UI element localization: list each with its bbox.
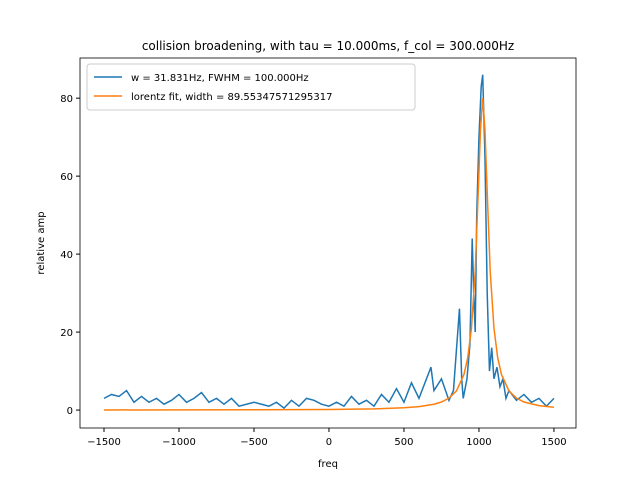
plot-frame (79, 57, 577, 429)
y-tick-label: 0 (67, 406, 73, 417)
legend-label: lorentz fit, width = 89.55347571295317 (131, 92, 332, 103)
line-series (103, 98, 555, 411)
y-tick-label: 60 (60, 172, 73, 183)
y-tick-label: 20 (60, 328, 73, 339)
x-tick-label: 0 (326, 437, 332, 448)
y-tick-label: 40 (60, 250, 73, 261)
x-tick-label: 1500 (541, 437, 566, 448)
line-series (103, 74, 555, 410)
x-tick-label: −1000 (162, 437, 196, 448)
x-tick-label: 1000 (466, 437, 491, 448)
y-axis-label: relative amp (36, 211, 47, 274)
legend-label: w = 31.831Hz, FWHM = 100.000Hz (131, 73, 309, 84)
x-tick-label: −500 (240, 437, 267, 448)
y-tick-label: 80 (60, 94, 73, 105)
chart-title: collision broadening, with tau = 10.000m… (142, 39, 514, 53)
x-tick-label: 500 (394, 437, 413, 448)
legend-box (86, 63, 416, 111)
x-tick-label: −1500 (87, 437, 121, 448)
x-axis-label: freq (318, 459, 338, 470)
